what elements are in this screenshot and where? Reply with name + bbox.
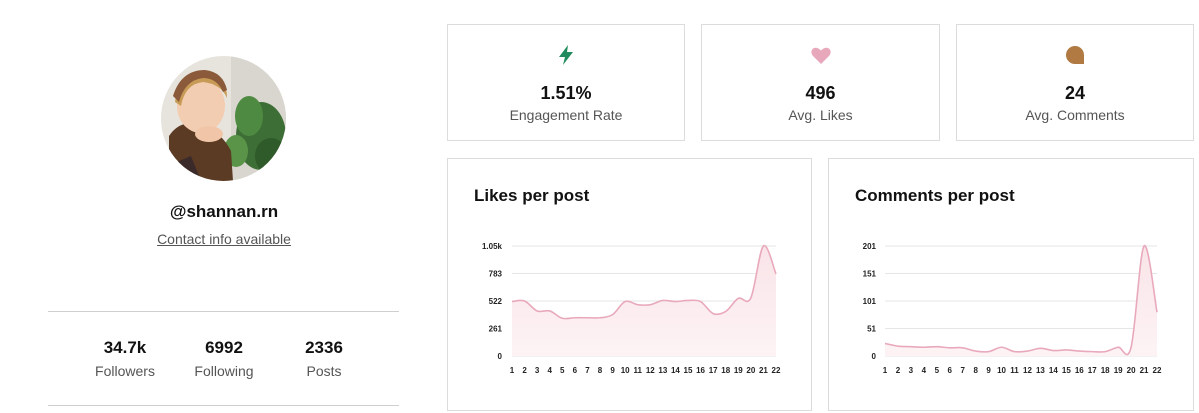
avg-comments-label: Avg. Comments — [1025, 107, 1125, 123]
likes-x-tick-label: 10 — [621, 366, 630, 375]
avg-likes-value: 496 — [805, 83, 836, 103]
likes-x-tick-label: 12 — [646, 366, 655, 375]
comments-x-tick-label: 11 — [1010, 366, 1019, 375]
comments-x-tick-label: 21 — [1140, 366, 1149, 375]
likes-x-tick-label: 8 — [598, 366, 603, 375]
likes-x-tick-label: 9 — [610, 366, 615, 375]
comments-x-tick-label: 1 — [883, 366, 888, 375]
stat-followers: 34.7k Followers — [75, 338, 175, 379]
likes-x-tick-label: 13 — [658, 366, 667, 375]
comments-x-tick-label: 22 — [1153, 366, 1162, 375]
comments-y-tick-label: 201 — [863, 242, 877, 251]
contact-info-link[interactable]: Contact info available — [157, 231, 291, 247]
heart-icon — [810, 47, 831, 64]
likes-per-post-panel: Likes per post 0 261 522 783 1.05k 1 2 3 4 5 6 7 8 9 1… — [447, 158, 812, 411]
likes-y-tick-label: 522 — [489, 297, 503, 306]
profile-handle: @shannan.rn — [169, 202, 279, 221]
comments-x-tick-label: 5 — [935, 366, 940, 375]
comments-x-tick-label: 14 — [1049, 366, 1058, 375]
likes-series-line — [511, 245, 777, 320]
avg-comments-card: 24 Avg. Comments — [956, 24, 1194, 141]
comments-x-tick-label: 19 — [1114, 366, 1123, 375]
engagement-rate-label: Engagement Rate — [509, 107, 623, 123]
likes-x-tick-label: 6 — [573, 366, 578, 375]
comments-x-tick-label: 7 — [960, 366, 965, 375]
comment-bubble-icon — [1065, 46, 1084, 64]
likes-chart-title: Likes per post — [474, 186, 590, 205]
likes-x-tick-label: 3 — [535, 366, 540, 375]
lightning-icon — [559, 45, 573, 65]
comments-x-tick-label: 3 — [909, 366, 914, 375]
posts-count: 2336 — [305, 338, 343, 357]
avg-likes-card: 496 Avg. Likes — [701, 24, 940, 141]
comments-x-tick-label: 2 — [896, 366, 901, 375]
comments-x-tick-label: 10 — [997, 366, 1006, 375]
engagement-rate-value: 1.51% — [540, 83, 592, 103]
likes-x-tick-label: 19 — [734, 366, 743, 375]
stat-posts: 2336 Posts — [274, 338, 374, 379]
followers-label: Followers — [95, 363, 155, 379]
likes-x-tick-label: 15 — [684, 366, 693, 375]
likes-x-tick-label: 7 — [585, 366, 590, 375]
comments-x-tick-label: 4 — [922, 366, 927, 375]
comments-x-tick-label: 8 — [973, 366, 978, 375]
following-count: 6992 — [205, 338, 243, 357]
likes-x-tick-label: 16 — [696, 366, 705, 375]
likes-x-tick-label: 11 — [633, 366, 642, 375]
comments-x-tick-label: 12 — [1023, 366, 1032, 375]
engagement-rate-card: 1.51% Engagement Rate — [447, 24, 685, 141]
comments-x-tick-label: 15 — [1062, 366, 1071, 375]
comments-x-tick-label: 16 — [1075, 366, 1084, 375]
comments-series-line — [884, 245, 1158, 356]
stat-following: 6992 Following — [174, 338, 274, 379]
comments-x-tick-label: 6 — [948, 366, 953, 375]
divider-bottom — [48, 405, 399, 406]
likes-x-tick-label: 18 — [721, 366, 730, 375]
comments-x-tick-label: 20 — [1127, 366, 1136, 375]
likes-x-tick-label: 20 — [746, 366, 755, 375]
following-label: Following — [194, 363, 254, 379]
avg-likes-label: Avg. Likes — [788, 107, 853, 123]
likes-x-tick-label: 22 — [772, 366, 781, 375]
likes-x-tick-label: 4 — [547, 366, 552, 375]
comments-y-tick-label: 101 — [863, 297, 877, 306]
comments-y-tick-label: 51 — [867, 325, 876, 334]
likes-area-fill — [512, 245, 776, 356]
comments-chart-title: Comments per post — [855, 186, 1015, 205]
likes-x-tick-label: 1 — [510, 366, 515, 375]
likes-x-tick-label: 17 — [709, 366, 718, 375]
likes-x-tick-label: 14 — [671, 366, 680, 375]
comments-x-tick-label: 17 — [1088, 366, 1097, 375]
comments-y-tick-label: 151 — [863, 270, 877, 279]
profile-panel: @shannan.rn Contact info available 34.7k… — [0, 0, 448, 413]
likes-y-tick-label: 0 — [498, 352, 503, 361]
likes-x-tick-label: 21 — [759, 366, 768, 375]
posts-label: Posts — [306, 363, 342, 379]
likes-x-tick-label: 2 — [522, 366, 527, 375]
likes-y-tick-label: 261 — [489, 325, 503, 334]
likes-y-tick-label: 1.05k — [482, 242, 503, 251]
likes-x-tick-label: 5 — [560, 366, 565, 375]
comments-y-tick-label: 0 — [872, 352, 877, 361]
likes-y-tick-label: 783 — [489, 270, 503, 279]
avg-comments-value: 24 — [1064, 83, 1086, 103]
comments-per-post-panel: Comments per post 0 51 101 151 201 1 2 3 4 5 6 7 8 9 1… — [828, 158, 1194, 411]
comments-x-tick-label: 9 — [986, 366, 991, 375]
comments-x-tick-label: 18 — [1101, 366, 1110, 375]
comments-x-tick-label: 13 — [1036, 366, 1045, 375]
avatar[interactable] — [161, 56, 286, 181]
divider-top — [48, 311, 399, 312]
followers-count: 34.7k — [103, 338, 147, 357]
